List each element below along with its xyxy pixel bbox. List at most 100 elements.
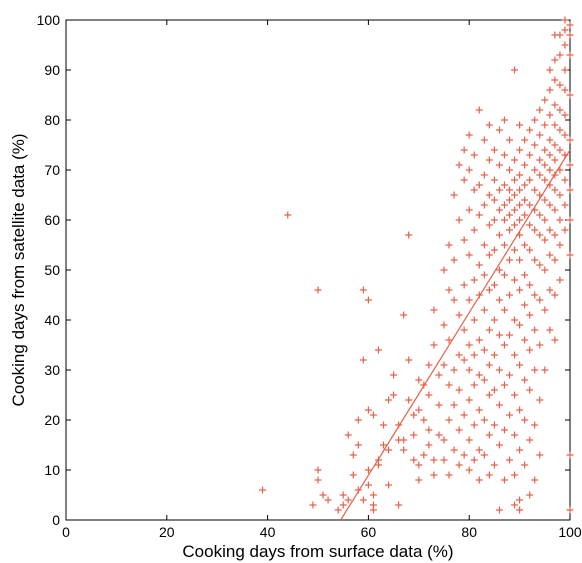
data-point <box>566 21 574 29</box>
data-point <box>516 146 524 154</box>
data-point <box>561 176 569 184</box>
data-point <box>400 436 408 444</box>
x-tick-label: 60 <box>361 524 377 540</box>
data-point <box>511 156 519 164</box>
data-point <box>495 331 503 339</box>
x-tick-label: 80 <box>461 524 477 540</box>
data-point <box>541 306 549 314</box>
data-point <box>531 421 539 429</box>
data-point <box>309 501 317 509</box>
data-point <box>490 196 498 204</box>
data-point <box>455 161 463 169</box>
data-point <box>521 211 529 219</box>
data-point <box>516 121 524 129</box>
data-point <box>500 271 508 279</box>
data-point <box>465 466 473 474</box>
data-point <box>506 331 514 339</box>
data-point <box>400 311 408 319</box>
data-point <box>485 121 493 129</box>
data-point <box>485 326 493 334</box>
data-point <box>516 186 524 194</box>
data-point <box>511 176 519 184</box>
data-point <box>566 91 574 99</box>
data-point <box>536 341 544 349</box>
data-point <box>364 466 372 474</box>
data-point <box>490 281 498 289</box>
data-point <box>516 446 524 454</box>
x-axis-label: Cooking days from surface data (%) <box>182 542 453 561</box>
data-point <box>521 376 529 384</box>
data-point <box>480 241 488 249</box>
data-point <box>526 436 534 444</box>
data-point <box>551 231 559 239</box>
data-point <box>460 146 468 154</box>
data-point <box>526 221 534 229</box>
data-point <box>556 126 564 134</box>
data-point <box>490 176 498 184</box>
data-point <box>506 166 514 174</box>
data-point <box>551 156 559 164</box>
data-point <box>536 396 544 404</box>
data-point <box>480 171 488 179</box>
data-point <box>526 311 534 319</box>
data-point <box>470 316 478 324</box>
data-point <box>465 166 473 174</box>
data-point <box>531 291 539 299</box>
data-point <box>521 136 529 144</box>
data-point <box>566 186 574 194</box>
data-point <box>516 171 524 179</box>
data-point <box>490 386 498 394</box>
x-tick-label: 20 <box>159 524 175 540</box>
data-point <box>541 161 549 169</box>
data-point <box>415 461 423 469</box>
data-point <box>455 426 463 434</box>
data-point <box>480 306 488 314</box>
data-point <box>511 66 519 74</box>
data-point <box>566 161 574 169</box>
data-point <box>536 171 544 179</box>
data-point <box>435 431 443 439</box>
data-point <box>500 201 508 209</box>
data-point <box>556 51 564 59</box>
data-point <box>490 351 498 359</box>
data-points <box>259 16 574 514</box>
data-point <box>511 276 519 284</box>
data-point <box>485 191 493 199</box>
data-point <box>561 131 569 139</box>
data-point <box>415 476 423 484</box>
data-point <box>460 451 468 459</box>
y-tick-label: 80 <box>44 112 60 128</box>
data-point <box>566 51 574 59</box>
data-point <box>405 356 413 364</box>
data-point <box>541 236 549 244</box>
data-point <box>506 186 514 194</box>
data-point <box>470 151 478 159</box>
data-point <box>475 406 483 414</box>
data-point <box>349 471 357 479</box>
data-point <box>465 251 473 259</box>
data-point <box>561 66 569 74</box>
data-point <box>556 191 564 199</box>
data-point <box>450 401 458 409</box>
data-point <box>395 501 403 509</box>
data-point <box>465 296 473 304</box>
data-point <box>364 406 372 414</box>
data-point <box>521 301 529 309</box>
data-point <box>561 86 569 94</box>
y-tick-label: 10 <box>44 462 60 478</box>
data-point <box>319 491 327 499</box>
data-point <box>324 496 332 504</box>
data-point <box>470 421 478 429</box>
data-point <box>475 261 483 269</box>
data-point <box>506 136 514 144</box>
data-point <box>465 131 473 139</box>
data-point <box>445 416 453 424</box>
data-point <box>536 156 544 164</box>
data-point <box>344 496 352 504</box>
data-point <box>511 221 519 229</box>
data-point <box>531 116 539 124</box>
data-point <box>490 146 498 154</box>
data-point <box>500 216 508 224</box>
data-point <box>359 356 367 364</box>
data-point <box>435 371 443 379</box>
